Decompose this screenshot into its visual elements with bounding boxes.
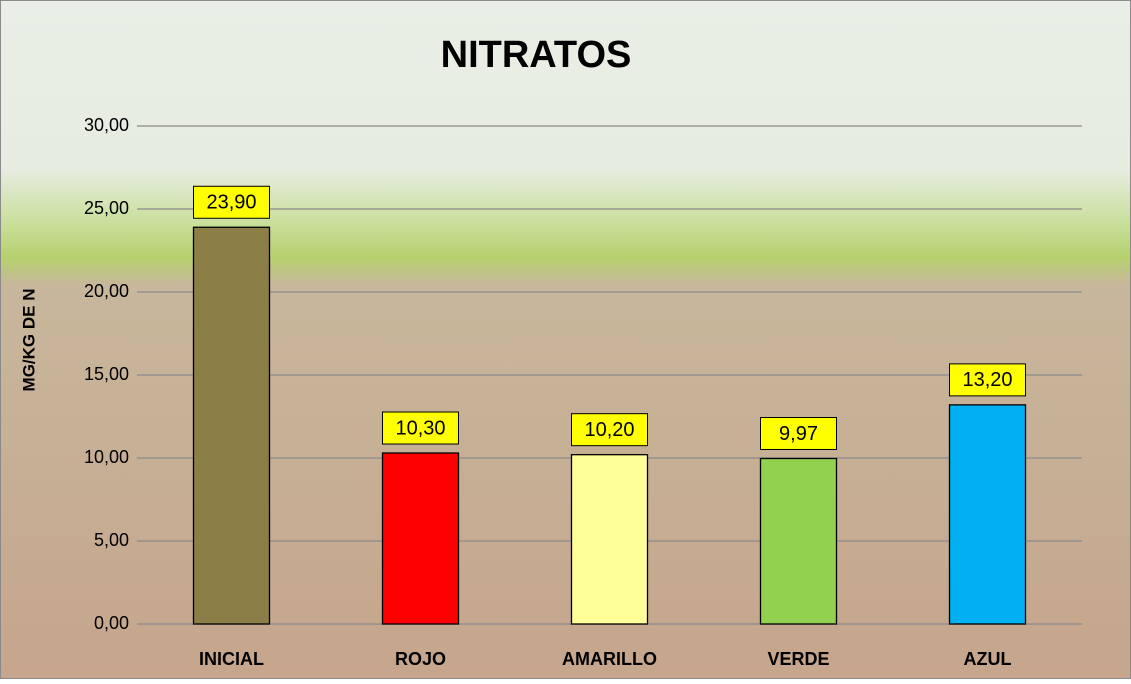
x-tick-label: AZUL: [964, 649, 1012, 669]
chart-title: NITRATOS: [441, 34, 632, 76]
bar: [572, 455, 648, 624]
value-label: 13,20: [962, 369, 1012, 391]
bar: [194, 227, 270, 624]
value-label: 23,90: [206, 192, 256, 214]
bar: [383, 453, 459, 624]
y-tick-label: 25,00: [84, 198, 129, 218]
chart: NITRATOS MG/KG DE N 0,00 5,00 10,00 15,00 20…: [0, 0, 1131, 679]
x-tick-label: AMARILLO: [562, 649, 657, 669]
value-label: 9,97: [779, 423, 818, 445]
y-tick-label: 20,00: [84, 281, 129, 301]
bar: [950, 405, 1026, 624]
y-tick-label: 15,00: [84, 364, 129, 384]
value-label: 10,20: [584, 419, 634, 441]
x-tick-label: ROJO: [395, 649, 446, 669]
y-tick-label: 10,00: [84, 447, 129, 467]
y-tick-label: 30,00: [84, 115, 129, 135]
y-tick-label: 5,00: [94, 530, 129, 550]
y-tick-label: 0,00: [94, 613, 129, 633]
bar: [761, 458, 837, 624]
y-axis-label: MG/KG DE N: [19, 289, 38, 392]
x-tick-label: INICIAL: [199, 649, 264, 669]
x-tick-label: VERDE: [767, 649, 829, 669]
value-label: 10,30: [395, 417, 445, 439]
